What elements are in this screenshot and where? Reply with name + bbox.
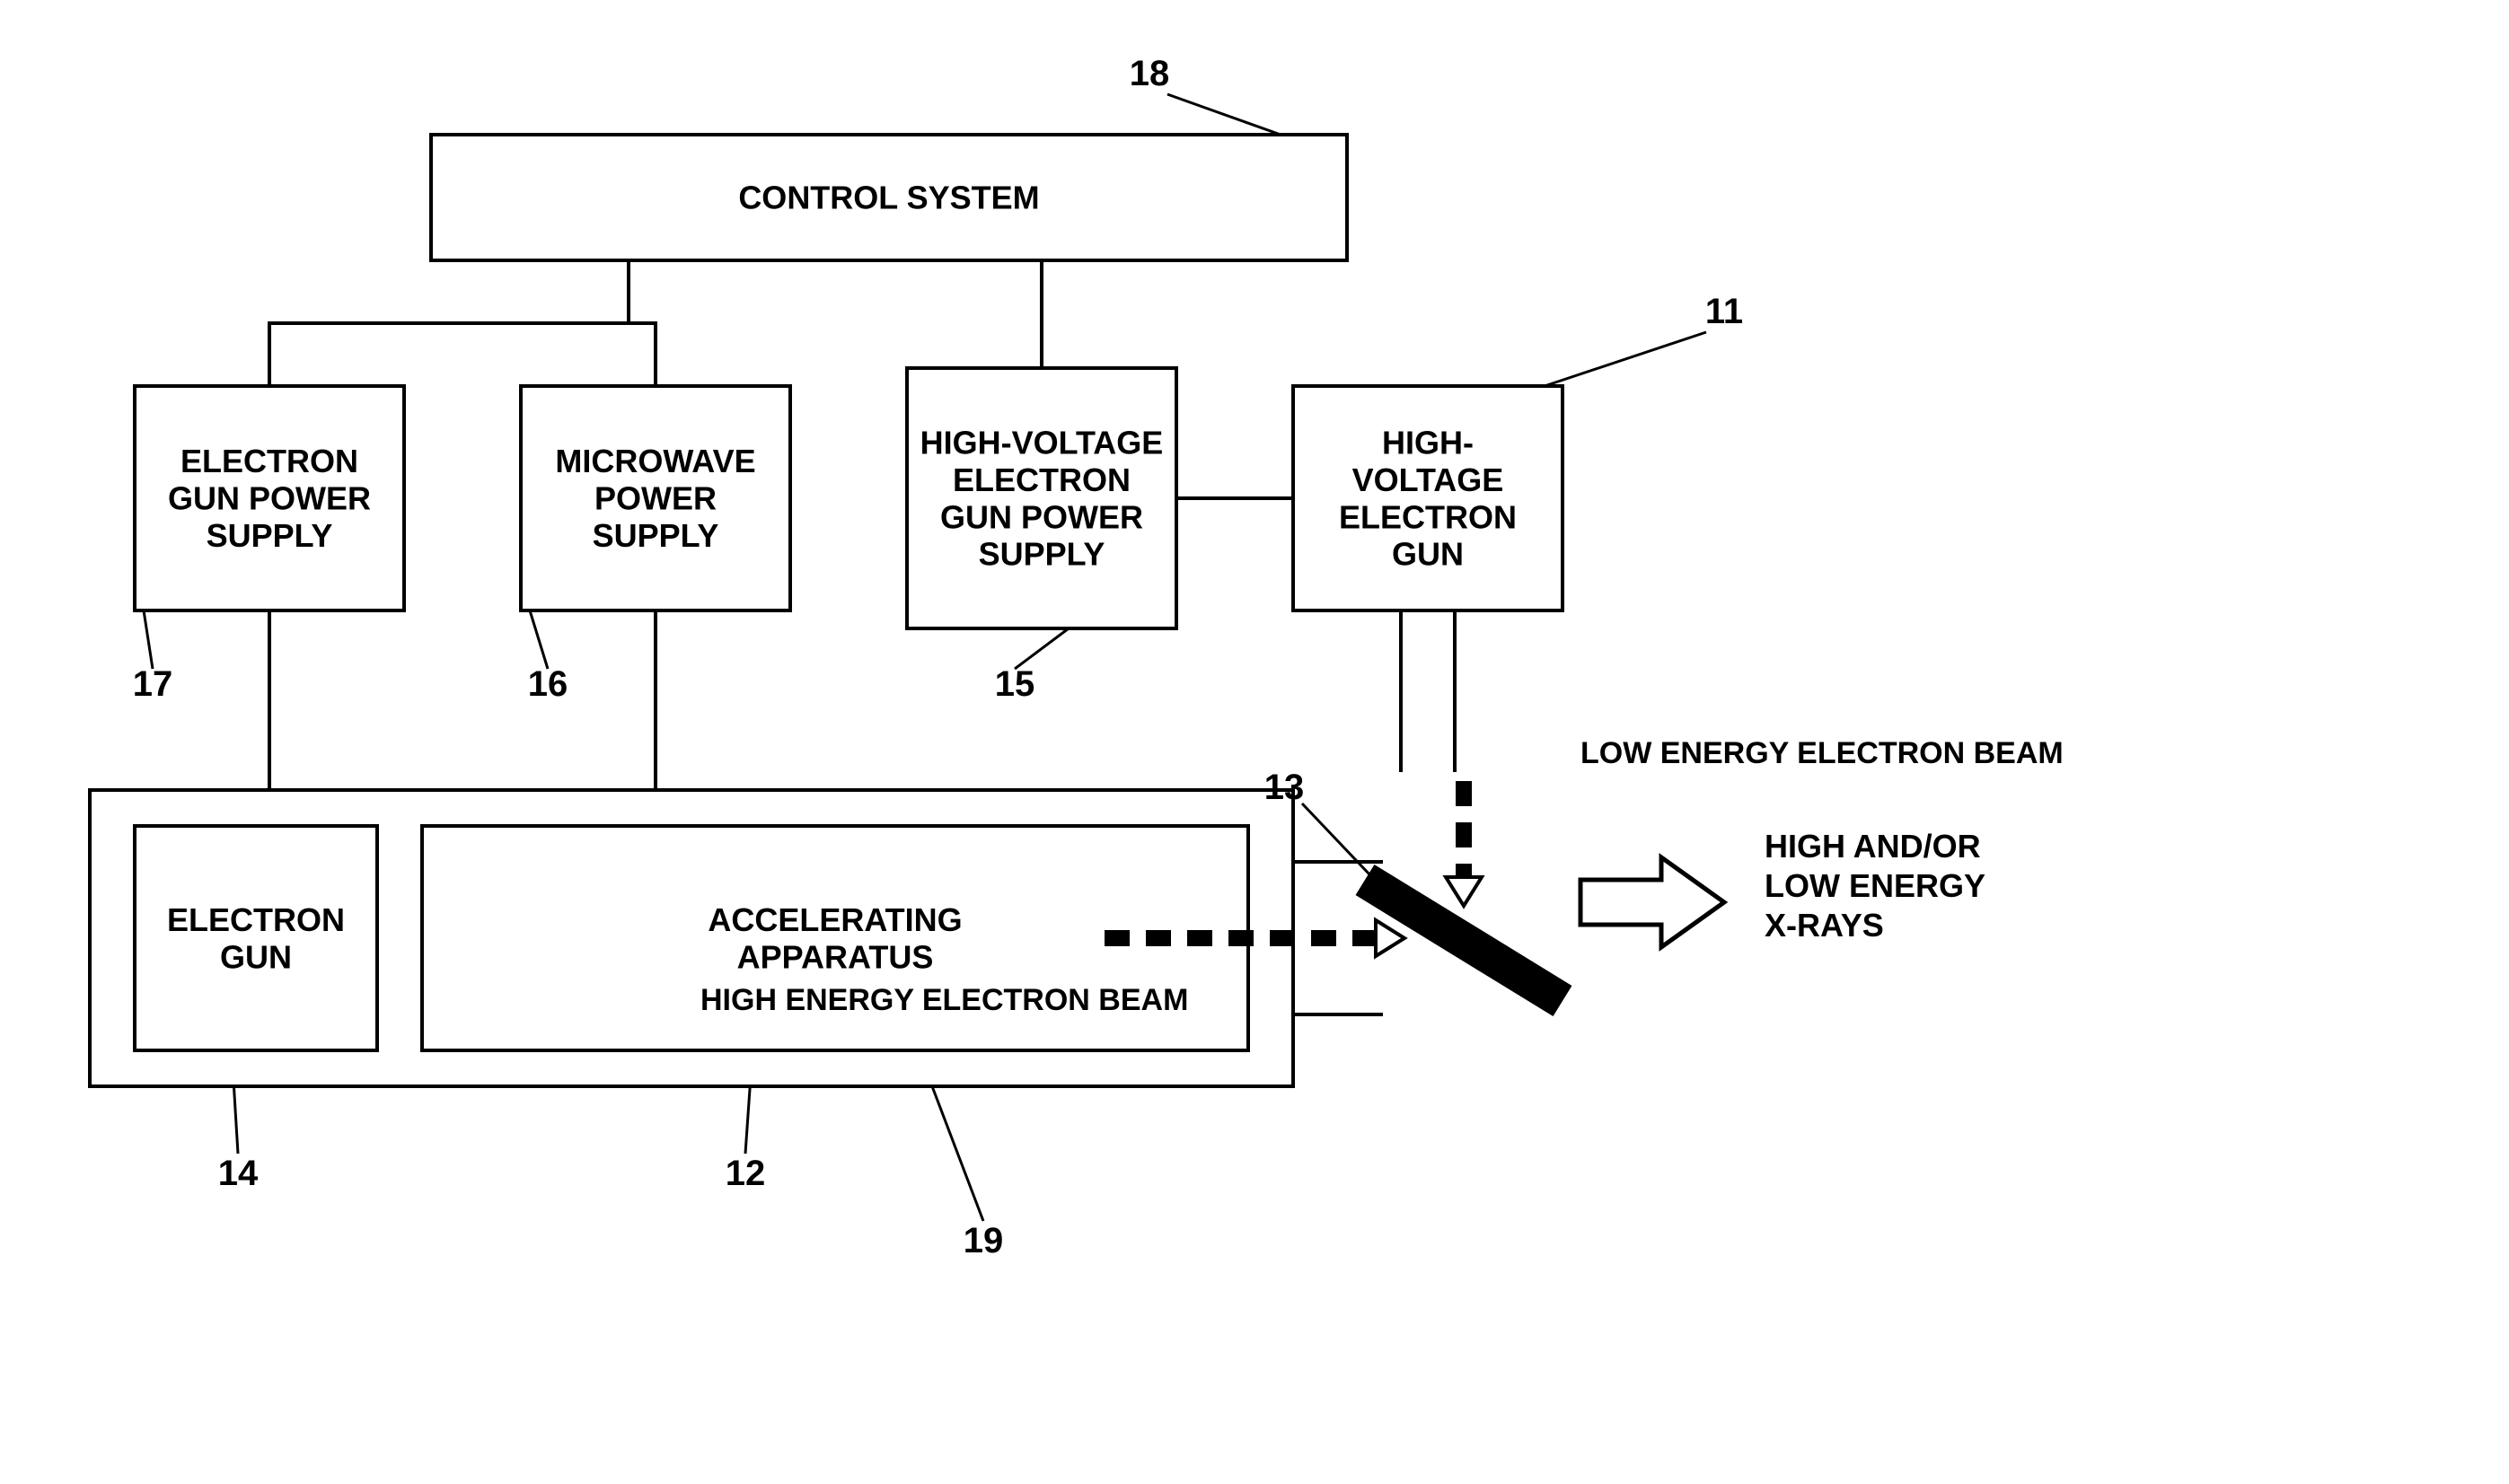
svg-text:HIGH ENERGY ELECTRON BEAM: HIGH ENERGY ELECTRON BEAM (700, 983, 1188, 1017)
svg-text:ELECTRON: ELECTRON (953, 461, 1131, 498)
svg-text:11: 11 (1705, 292, 1743, 331)
mw_ps-block: MICROWAVEPOWERSUPPLY (521, 386, 790, 610)
svg-text:HIGH AND/OR: HIGH AND/OR (1765, 828, 1981, 865)
svg-text:GUN: GUN (220, 938, 292, 975)
hv_ps-block: HIGH-VOLTAGEELECTRONGUN POWERSUPPLY (907, 368, 1176, 628)
svg-text:15: 15 (995, 664, 1035, 704)
svg-text:14: 14 (218, 1154, 259, 1193)
control-block: CONTROL SYSTEM (431, 135, 1347, 260)
svg-text:VOLTAGE: VOLTAGE (1352, 461, 1504, 498)
svg-text:HIGH-: HIGH- (1382, 425, 1474, 461)
svg-text:SUPPLY: SUPPLY (979, 536, 1105, 573)
egun_ps-block: ELECTRONGUN POWERSUPPLY (135, 386, 404, 610)
svg-text:LOW ENERGY ELECTRON BEAM: LOW ENERGY ELECTRON BEAM (1580, 736, 2064, 770)
svg-text:GUN POWER: GUN POWER (940, 498, 1143, 535)
svg-text:POWER: POWER (594, 480, 717, 517)
svg-text:16: 16 (528, 664, 568, 704)
svg-text:17: 17 (133, 664, 173, 704)
svg-text:19: 19 (964, 1221, 1004, 1260)
egun-block: ELECTRONGUN (135, 826, 377, 1050)
svg-text:ACCELERATING: ACCELERATING (708, 901, 962, 938)
low-energy-beam-arrow (1446, 781, 1482, 906)
svg-text:12: 12 (726, 1154, 766, 1193)
svg-text:ELECTRON: ELECTRON (167, 901, 345, 938)
svg-text:SUPPLY: SUPPLY (593, 517, 719, 554)
svg-text:18: 18 (1130, 54, 1170, 93)
svg-text:X-RAYS: X-RAYS (1765, 907, 1884, 944)
diagram-root: CONTROL SYSTEMELECTRONGUN POWERSUPPLYMIC… (0, 0, 2509, 1484)
svg-text:13: 13 (1264, 768, 1305, 807)
hv_gun-block: HIGH-VOLTAGEELECTRONGUN (1293, 386, 1563, 610)
svg-text:GUN POWER: GUN POWER (168, 480, 371, 517)
svg-text:LOW ENERGY: LOW ENERGY (1765, 867, 1985, 904)
svg-text:APPARATUS: APPARATUS (737, 938, 934, 975)
svg-text:MICROWAVE: MICROWAVE (555, 443, 755, 479)
svg-text:GUN: GUN (1392, 536, 1464, 573)
svg-text:SUPPLY: SUPPLY (207, 517, 333, 554)
svg-text:ELECTRON: ELECTRON (1339, 498, 1517, 535)
svg-text:ELECTRON: ELECTRON (180, 443, 358, 479)
svg-text:HIGH-VOLTAGE: HIGH-VOLTAGE (920, 425, 1164, 461)
svg-text:CONTROL SYSTEM: CONTROL SYSTEM (738, 180, 1039, 216)
output-arrow (1580, 857, 1724, 947)
